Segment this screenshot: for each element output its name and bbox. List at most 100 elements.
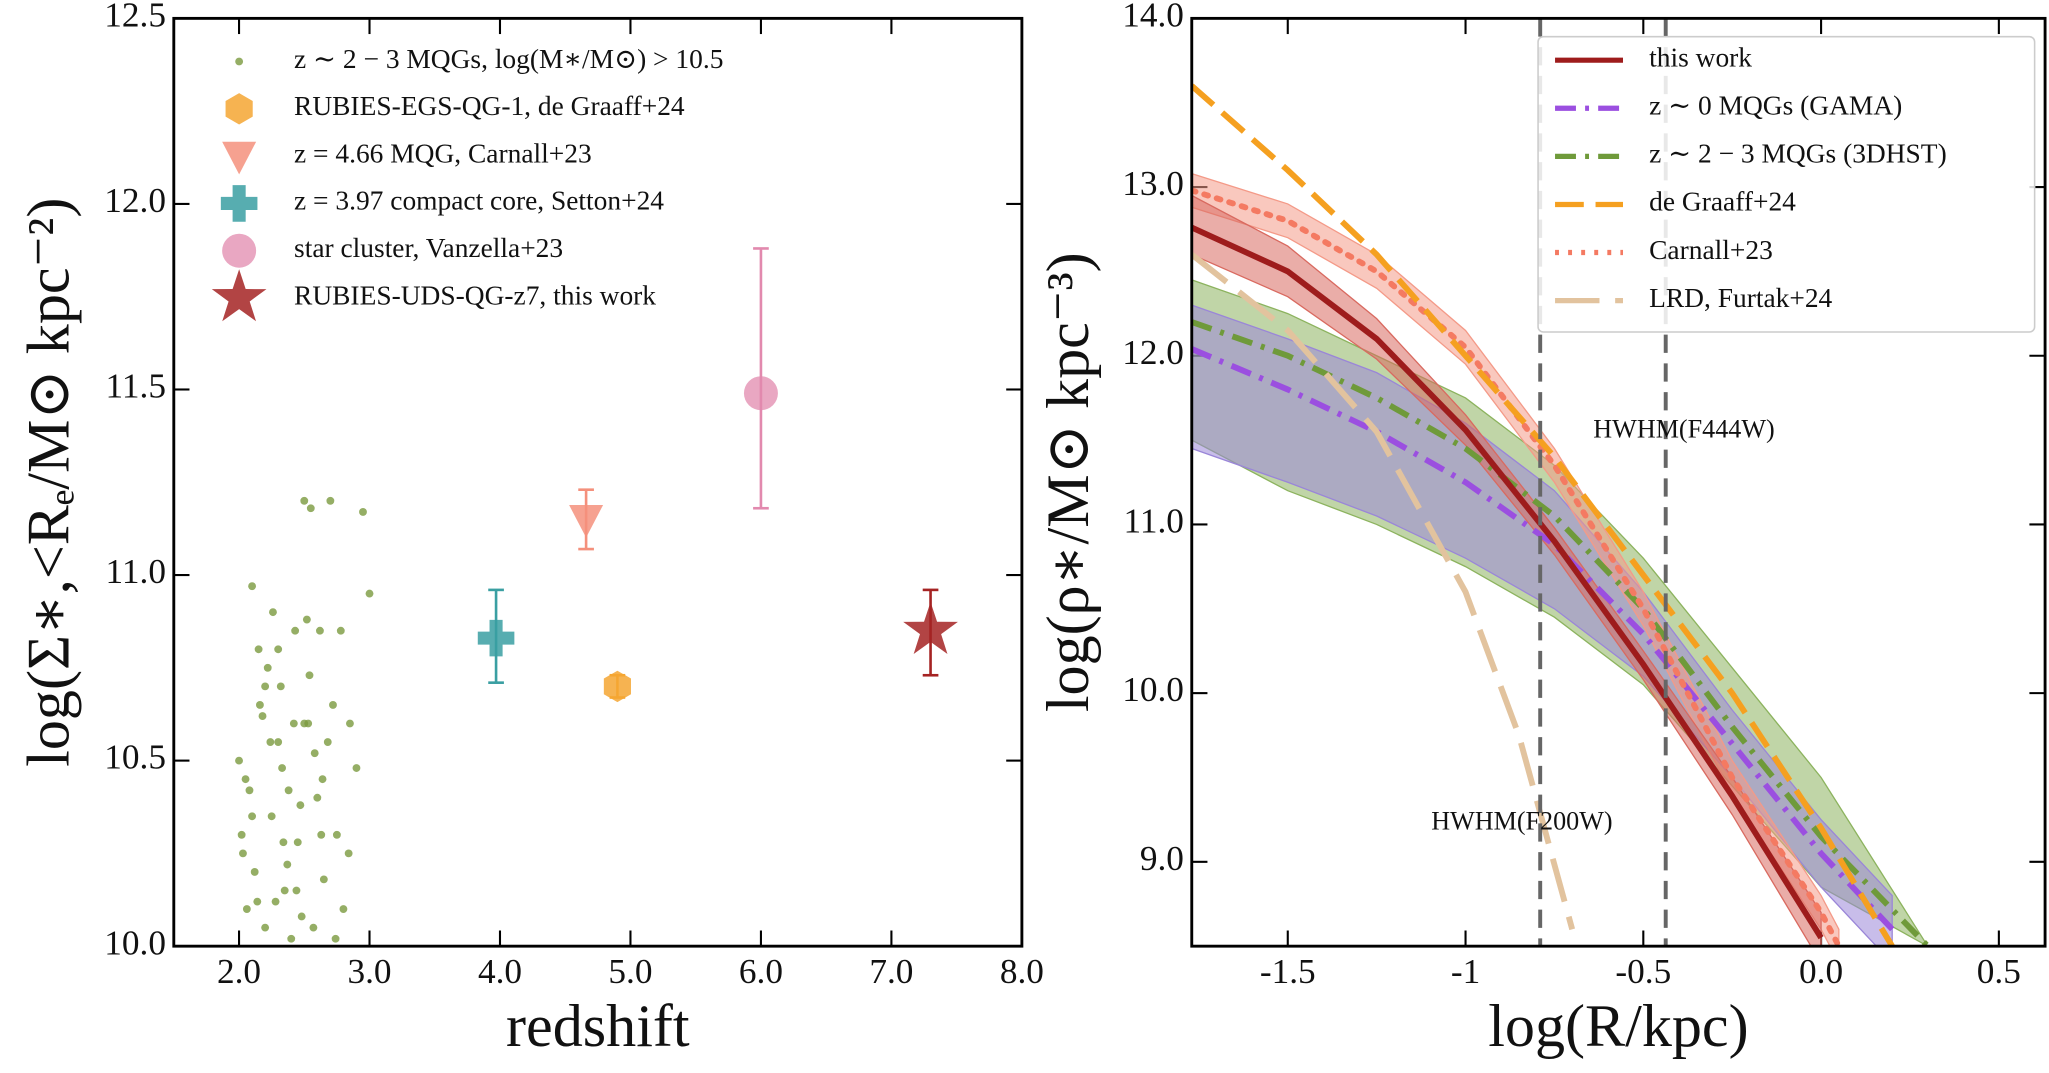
point	[271, 897, 280, 906]
x-tick-label: 2.0	[217, 952, 261, 991]
line	[1191, 224, 1824, 940]
point	[242, 905, 251, 913]
legend-label: star cluster, Vanzella+23	[294, 233, 563, 263]
point	[336, 626, 345, 635]
point	[323, 738, 332, 746]
y-tick-label: 12.5	[104, 0, 166, 34]
point	[305, 671, 314, 680]
point	[254, 645, 263, 654]
point	[319, 875, 328, 884]
point	[903, 601, 958, 654]
point	[287, 934, 296, 943]
point	[248, 582, 257, 591]
legend-label: z ∼ 2 − 3 MQGs, log(M∗/M⊙) > 10.5	[294, 44, 723, 74]
point	[300, 496, 309, 505]
point	[344, 849, 353, 858]
point	[245, 786, 254, 795]
x-tick-label: 5.0	[608, 952, 652, 991]
point	[292, 886, 301, 895]
point	[326, 496, 335, 505]
point	[352, 764, 361, 772]
point	[267, 812, 276, 821]
point	[261, 682, 270, 691]
point	[261, 923, 270, 932]
point	[359, 508, 367, 516]
point	[211, 269, 267, 322]
axes-frame	[1190, 16, 2047, 948]
y-tick-label: 14.0	[1122, 0, 1184, 34]
point	[237, 830, 246, 839]
x-tick-label: 7.0	[869, 952, 913, 991]
line	[1191, 187, 1842, 947]
y-tick-label: 11.5	[106, 367, 166, 406]
legend-box	[1537, 35, 2036, 333]
point	[225, 93, 253, 125]
point	[293, 838, 302, 847]
y-tick-label: 10.0	[1122, 670, 1184, 709]
x-axis-label: log(R/kpc)	[1488, 993, 1748, 1060]
y-tick-label: 12.0	[1122, 333, 1184, 372]
point	[365, 589, 374, 598]
point	[248, 812, 257, 821]
x-tick-label: 0.5	[1977, 952, 2021, 991]
y-axis-label: log(Σ∗,<Rₑ/M⊙ kpc⁻²)	[16, 198, 83, 767]
point	[296, 801, 305, 810]
legend-label: de Graaff+24	[1649, 187, 1796, 217]
x-tick-label: 0.0	[1799, 952, 1843, 991]
point	[289, 719, 298, 728]
point	[250, 868, 259, 876]
y-tick-label: 13.0	[1122, 164, 1184, 203]
x-tick-label: -1.5	[1260, 952, 1316, 991]
reference-label: HWHM(F200W)	[1431, 806, 1612, 835]
legend-label: RUBIES-UDS-QG-z7, this work	[294, 280, 656, 310]
band	[1191, 194, 1822, 947]
point	[276, 682, 285, 691]
x-tick-label: 4.0	[478, 952, 522, 991]
y-tick-label: 9.0	[1140, 839, 1184, 878]
point	[239, 849, 247, 858]
legend-label: z = 4.66 MQG, Carnall+23	[294, 138, 592, 168]
axes-frame	[172, 16, 1024, 948]
point	[317, 830, 326, 839]
x-tick-label: 6.0	[739, 952, 783, 991]
legend-label: RUBIES-EGS-QG-1, de Graaff+24	[294, 91, 685, 121]
point	[313, 793, 322, 802]
point	[302, 615, 311, 624]
point	[253, 897, 262, 906]
point	[332, 830, 341, 839]
point	[235, 756, 243, 765]
point	[274, 738, 283, 746]
point	[329, 701, 337, 709]
point	[235, 57, 244, 66]
point	[300, 719, 309, 728]
reference-label: HWHM(F444W)	[1593, 414, 1774, 443]
line	[1191, 346, 1895, 932]
point	[569, 505, 604, 538]
point	[310, 749, 319, 758]
x-tick-label: 3.0	[347, 952, 391, 991]
y-axis-label: log(ρ∗/M⊙ kpc⁻³)	[1035, 252, 1102, 712]
point	[220, 185, 258, 222]
point	[743, 376, 778, 411]
line	[1191, 83, 1895, 947]
point	[269, 608, 277, 617]
line	[1191, 319, 1930, 947]
point	[255, 701, 264, 709]
point	[346, 719, 354, 728]
legend-label: Carnall+23	[1649, 235, 1773, 265]
point	[603, 670, 631, 703]
x-axis-label: redshift	[506, 993, 690, 1060]
point	[291, 626, 300, 635]
point	[339, 905, 348, 913]
band	[1191, 172, 1840, 947]
y-tick-label: 11.0	[106, 552, 166, 591]
legend-label: this work	[1649, 42, 1752, 72]
point	[266, 738, 275, 746]
point	[258, 712, 267, 720]
point	[222, 141, 257, 175]
point	[297, 912, 306, 921]
point	[222, 233, 257, 268]
point	[316, 626, 324, 635]
y-tick-label: 12.0	[104, 181, 166, 220]
point	[284, 786, 293, 795]
